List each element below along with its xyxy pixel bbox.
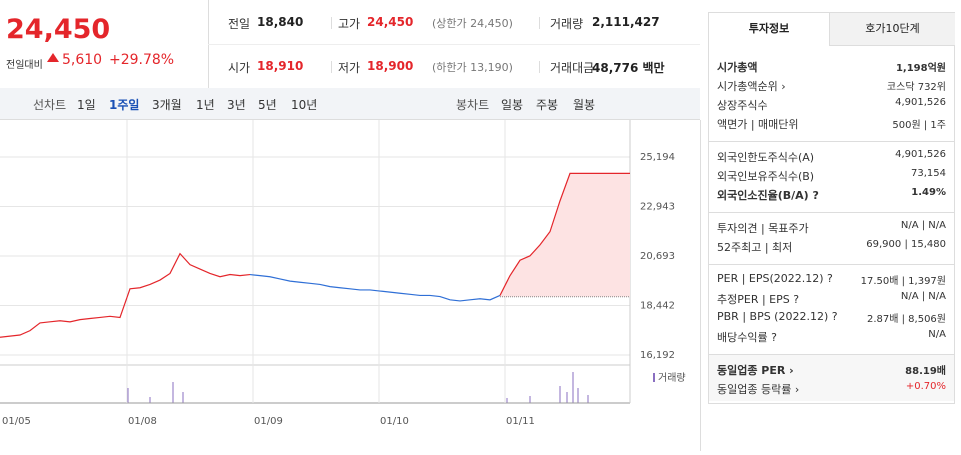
info-label: 동일업종 PER › (717, 364, 794, 377)
info-value: 17.50배 | 1,397원 (860, 276, 946, 287)
divider (331, 17, 332, 29)
info-value: 1.49% (911, 187, 946, 198)
volume-legend-icon (653, 373, 655, 382)
panel-tab-active[interactable]: 투자정보 (709, 13, 829, 46)
info-label: 외국인보유주식수(B) (717, 170, 815, 183)
x-tick-label: 01/10 (380, 416, 409, 427)
quote-header: 24,450 전일대비 5,610 +29.78% 전일 18,840 고가 24,4… (0, 0, 700, 89)
divider (539, 61, 540, 73)
tab-group-label: 선차트 (33, 98, 67, 112)
volume-bars (127, 372, 589, 403)
summary-label: 거래대금 (550, 61, 595, 75)
period-tab[interactable]: 1일 (77, 98, 96, 112)
up-icon (47, 53, 59, 62)
info-label: 동일업종 등락률 › (717, 383, 800, 396)
x-tick-label: 01/11 (506, 416, 535, 427)
y-tick-label: 16,192 (640, 350, 675, 361)
info-value: 73,154 (911, 168, 946, 179)
period-tab[interactable]: 1년 (196, 98, 215, 112)
info-value: N/A (928, 329, 946, 340)
candle-tab[interactable]: 일봉 (501, 98, 524, 112)
info-value: 코스닥 732위 (886, 82, 946, 93)
info-label: 시가총액순위 › (717, 80, 786, 93)
x-tick-label: 01/09 (254, 416, 283, 427)
tab-group-label: 봉차트 (456, 98, 490, 112)
info-label: 상장주식수 (717, 99, 768, 112)
summary-label: 고가 (338, 17, 361, 31)
summary-value: 2,111,427 (592, 15, 660, 29)
divider (539, 17, 540, 29)
info-value: 2.87배 | 8,506원 (866, 314, 946, 325)
price-line (0, 252, 251, 338)
summary-value: 18,910 (257, 59, 304, 73)
period-tab[interactable]: 10년 (291, 98, 318, 112)
chart-tabs: 선차트 1일 1주일 3개월 1년 3년 5년 10년 봉차트 일봉 주봉 월봉 (0, 88, 700, 120)
info-value: 4,901,526 (895, 97, 946, 108)
summary-value: 48,776 백만 (592, 61, 665, 75)
y-tick-label: 20,693 (640, 251, 675, 262)
price: 24,450 (6, 14, 111, 45)
info-label: 시가총액 (717, 61, 758, 74)
candle-tab[interactable]: 주봉 (536, 98, 559, 112)
rise-area (500, 173, 630, 297)
info-label: 투자의견 | 목표주가 (717, 222, 809, 235)
period-tab[interactable]: 1주일 (109, 98, 140, 112)
info-value: 500원 | 1주 (892, 120, 946, 131)
info-value: 1,198억원 (895, 63, 946, 74)
summary-value: 24,450 (367, 15, 414, 29)
summary-label: 거래량 (550, 17, 584, 31)
period-tab[interactable]: 3개월 (152, 98, 182, 112)
price-line (249, 273, 501, 302)
y-tick-label: 22,943 (640, 202, 675, 213)
info-label: 외국인소진율(B/A) ? (717, 189, 819, 202)
panel-tab[interactable]: 호가10단계 (829, 13, 955, 46)
summary-note: (상한가 24,450) (432, 17, 513, 30)
volume-label: 거래량 (658, 372, 686, 384)
change-pct: +29.78% (109, 52, 175, 68)
info-label: 52주최고 | 최저 (717, 241, 793, 254)
period-tab[interactable]: 3년 (227, 98, 246, 112)
info-value: N/A | N/A (900, 220, 946, 231)
group-bg (709, 355, 954, 401)
group-divider (709, 264, 954, 265)
change: 5,610 (62, 52, 103, 68)
info-label: 외국인한도주식수(A) (717, 151, 815, 164)
price-line (499, 172, 630, 296)
x-tick-label: 01/05 (2, 416, 31, 427)
info-value: 69,900 | 15,480 (866, 239, 946, 250)
candle-tab[interactable]: 월봉 (573, 98, 596, 112)
info-label: 배당수익률 ? (717, 331, 777, 344)
group-divider (709, 141, 954, 142)
info-value: 88.19배 (905, 366, 946, 377)
chart-area: 거래량 25,194 22,943 20,693 18,442 16,192 01/05 0… (0, 120, 701, 451)
group-divider (709, 354, 954, 355)
info-value: 4,901,526 (895, 149, 946, 160)
summary-value: 18,900 (367, 59, 414, 73)
info-label: 액면가 | 매매단위 (717, 118, 799, 131)
x-tick-label: 01/08 (128, 416, 157, 427)
summary-note: (하한가 13,190) (432, 61, 513, 74)
summary-label: 시가 (228, 61, 251, 75)
group-divider (709, 212, 954, 213)
y-tick-label: 25,194 (640, 152, 675, 163)
info-label: PBR | BPS (2022.12) ? (717, 310, 838, 323)
info-label: 추정PER | EPS ? (717, 293, 800, 306)
y-tick-label: 18,442 (640, 301, 675, 312)
summary-value: 18,840 (257, 15, 304, 29)
info-value: +0.70% (905, 381, 946, 392)
divider (208, 44, 700, 45)
change-label: 전일대비 (6, 60, 43, 71)
info-label: PER | EPS(2022.12) ? (717, 272, 833, 285)
divider (331, 61, 332, 73)
summary-label: 전일 (228, 17, 251, 31)
price-chart: 거래량 25,194 22,943 20,693 18,442 16,192 01/05 0… (0, 120, 686, 427)
info-value: N/A | N/A (900, 291, 946, 302)
summary-label: 저가 (338, 61, 361, 75)
period-tab[interactable]: 5년 (258, 98, 277, 112)
